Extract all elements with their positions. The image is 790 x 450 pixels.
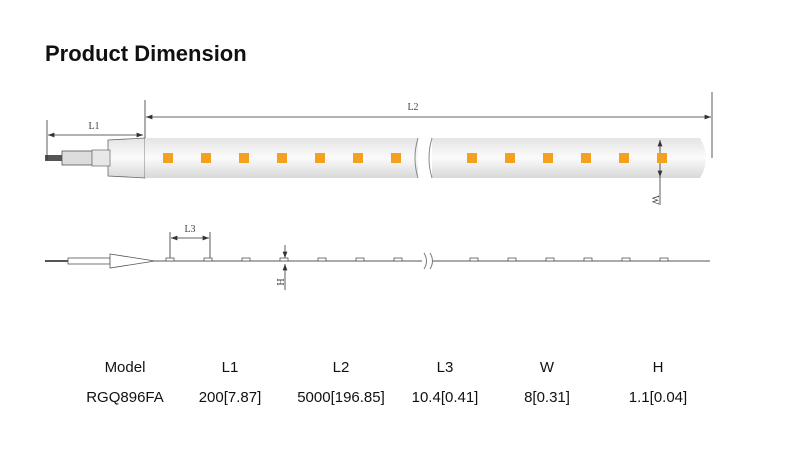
- dim-label: L1: [88, 121, 99, 132]
- strip: [432, 138, 706, 178]
- led: [621, 257, 631, 262]
- table-cell: 1.1[0.04]: [629, 389, 687, 406]
- table-header: W: [540, 359, 555, 376]
- dim-label: L2: [407, 102, 418, 113]
- led: [165, 257, 175, 262]
- table-header: L3: [437, 359, 454, 376]
- table-header: L1: [222, 359, 239, 376]
- led: [583, 257, 593, 262]
- led: [393, 257, 403, 262]
- end-cap: [109, 253, 156, 269]
- led: [469, 257, 479, 262]
- led: [277, 153, 287, 163]
- cap-neck: [91, 149, 111, 167]
- dim-label: H: [274, 278, 285, 285]
- led: [659, 257, 669, 262]
- dim-label: L3: [184, 224, 195, 235]
- led: [241, 257, 251, 262]
- table-cell: RGQ896FA: [86, 389, 164, 406]
- led: [505, 153, 515, 163]
- led: [239, 153, 249, 163]
- led: [391, 153, 401, 163]
- led: [581, 153, 591, 163]
- led: [507, 257, 517, 262]
- table-cell: 8[0.31]: [524, 389, 570, 406]
- table-cell: 200[7.87]: [199, 389, 262, 406]
- spec-table: Model L1 L2 L3 W H RGQ896FA 200[7.87] 5000[196.8…: [86, 359, 687, 406]
- break: [423, 252, 433, 270]
- table-header: Model: [105, 359, 146, 376]
- led: [355, 257, 365, 262]
- led: [163, 153, 173, 163]
- dim-label: W: [649, 195, 660, 205]
- led: [543, 153, 553, 163]
- wire: [61, 150, 93, 166]
- break: [414, 137, 433, 179]
- led: [279, 257, 289, 262]
- wire: [67, 257, 111, 265]
- table-cell: 5000[196.85]: [297, 389, 385, 406]
- led: [467, 153, 477, 163]
- led: [201, 153, 211, 163]
- led: [619, 153, 629, 163]
- end-cap: [107, 137, 146, 179]
- led: [203, 257, 213, 262]
- title: Product Dimension: [45, 41, 247, 66]
- table-cell: 10.4[0.41]: [412, 389, 479, 406]
- led: [545, 257, 555, 262]
- table-header: L2: [333, 359, 350, 376]
- led: [315, 153, 325, 163]
- led: [317, 257, 327, 262]
- table-header: H: [653, 359, 664, 376]
- top-view: L2 L1 W: [45, 92, 713, 205]
- led: [353, 153, 363, 163]
- led: [657, 153, 667, 163]
- side-view: L3 H: [45, 224, 710, 290]
